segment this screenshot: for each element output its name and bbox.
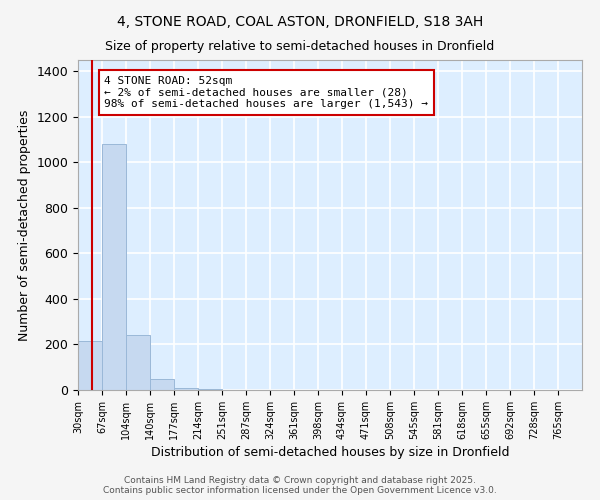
Bar	[174, 388, 198, 390]
Bar	[198, 389, 222, 390]
Bar	[150, 378, 174, 390]
Y-axis label: Number of semi-detached properties: Number of semi-detached properties	[18, 110, 31, 340]
Text: 4 STONE ROAD: 52sqm
← 2% of semi-detached houses are smaller (28)
98% of semi-de: 4 STONE ROAD: 52sqm ← 2% of semi-detache…	[104, 76, 428, 109]
Bar	[102, 144, 127, 390]
Bar	[127, 336, 150, 390]
Text: 4, STONE ROAD, COAL ASTON, DRONFIELD, S18 3AH: 4, STONE ROAD, COAL ASTON, DRONFIELD, S1…	[117, 15, 483, 29]
Text: Contains HM Land Registry data © Crown copyright and database right 2025.
Contai: Contains HM Land Registry data © Crown c…	[103, 476, 497, 495]
Bar	[78, 341, 102, 390]
X-axis label: Distribution of semi-detached houses by size in Dronfield: Distribution of semi-detached houses by …	[151, 446, 509, 459]
Text: Size of property relative to semi-detached houses in Dronfield: Size of property relative to semi-detach…	[106, 40, 494, 53]
